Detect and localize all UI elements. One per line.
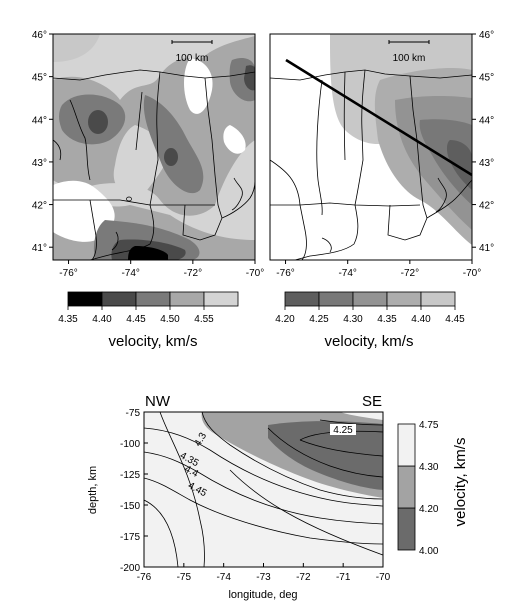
colorbar-swatch (101, 291, 137, 307)
y-axis-label: depth, km (87, 466, 99, 514)
colorbar-tick-label: 4.35 (58, 314, 78, 325)
x-tick-label: -72° (184, 268, 202, 279)
colorbar-tick-label: 4.55 (194, 314, 214, 325)
colorbar-tick-label: 4.35 (377, 314, 397, 325)
map-right: 100 km -76° -74° -72° -70° 46° 45° 44° 43° 42° 41… (269, 30, 494, 279)
scale-bar-left: 100 km (171, 40, 213, 64)
colorbar-tick-label: 4.30 (343, 314, 363, 325)
x-tick-label: -72° (401, 268, 419, 279)
colorbar-swatch (135, 291, 171, 307)
corner-label-nw: NW (145, 393, 171, 410)
colorbar-swatch (352, 291, 388, 307)
y-tick-label: -125 (120, 470, 140, 481)
scale-label-left: 100 km (176, 53, 209, 64)
colorbar-tick-label: 4.45 (445, 314, 465, 325)
y-tick-label: 43° (479, 158, 494, 169)
colorbar-swatch (397, 507, 416, 551)
colorbar-tick-label: 4.45 (126, 314, 146, 325)
y-tick-label: 41° (479, 243, 494, 254)
colorbar-swatch (67, 291, 103, 307)
cross-section-fill (144, 412, 383, 567)
map-left: 100 km -76° -74° -72° -70° 46° 45° 44° 43° 42° 41… (32, 30, 264, 279)
colorbar-cross-section: 4.75 4.30 4.20 4.00 (397, 420, 439, 557)
map-right-fill (270, 34, 472, 260)
colorbar-right-label: velocity, km/s (325, 333, 414, 350)
y-tick-label: 43° (32, 158, 47, 169)
x-tick-label: -70° (246, 268, 264, 279)
x-tick-label: -76 (137, 572, 152, 583)
contour-label: 4.25 (333, 425, 353, 436)
colorbar-swatch (397, 423, 416, 467)
x-tick-label: -71 (336, 572, 351, 583)
colorbar-tick-label: 4.25 (309, 314, 329, 325)
colorbar-right: 4.20 4.25 4.30 4.35 4.40 4.45 (275, 291, 465, 325)
colorbar-tick-label: 4.40 (92, 314, 112, 325)
y-tick-label: -200 (120, 563, 140, 574)
map-left-frame (52, 33, 256, 261)
colorbar-tick-label: 4.20 (419, 504, 439, 515)
scale-label-right: 100 km (393, 53, 426, 64)
map-left-axes: -76° -74° -72° -70° 46° 45° 44° 43° 42° 41° (32, 30, 264, 279)
colorbar-swatch (203, 291, 239, 307)
colorbar-cross-section-label: velocity, km/s (452, 438, 469, 527)
map-left-fill (53, 34, 255, 260)
colorbar-tick-label: 4.20 (275, 314, 295, 325)
x-axis-label: longitude, deg (228, 589, 297, 601)
y-tick-label: 42° (479, 201, 494, 212)
map-right-frame (269, 33, 473, 261)
colorbar-tick-label: 4.50 (160, 314, 180, 325)
x-tick-label: -74 (216, 572, 231, 583)
corner-label-se: SE (362, 393, 382, 410)
colorbar-tick-label: 4.40 (411, 314, 431, 325)
colorbar-swatch (386, 291, 422, 307)
x-tick-label: -74° (338, 268, 356, 279)
y-tick-label: -175 (120, 532, 140, 543)
colorbar-tick-label: 4.00 (419, 546, 439, 557)
map-right-axes: -76° -74° -72° -70° 46° 45° 44° 43° 42° 41° (276, 30, 494, 279)
x-tick-label: -74° (121, 268, 139, 279)
cross-section: NW SE 4.3 4.35 4. (87, 393, 469, 601)
y-tick-label: 44° (32, 115, 47, 126)
y-tick-label: 44° (479, 115, 494, 126)
y-tick-label: 41° (32, 243, 47, 254)
x-tick-label: -75 (177, 572, 192, 583)
colorbar-tick-label: 4.75 (419, 420, 439, 431)
colorbar-left: 4.35 4.40 4.45 4.50 4.55 (58, 291, 239, 325)
colorbar-swatch (420, 291, 456, 307)
x-tick-label: -70° (463, 268, 481, 279)
colorbar-swatch (284, 291, 320, 307)
y-tick-label: 42° (32, 201, 47, 212)
colorbar-swatch (169, 291, 205, 307)
y-tick-label: 46° (32, 30, 47, 41)
cross-section-axes: -76 -75 -74 -73 -72 -71 -70 -75 -100 -125 -150 -175… (120, 408, 391, 583)
x-tick-label: -73 (256, 572, 271, 583)
y-tick-label: -150 (120, 501, 140, 512)
x-tick-label: -72 (296, 572, 311, 583)
y-tick-label: 45° (32, 73, 47, 84)
x-tick-label: -76° (59, 268, 77, 279)
colorbar-swatch (318, 291, 354, 307)
x-tick-label: -76° (276, 268, 294, 279)
scale-bar-right: 100 km (388, 40, 430, 64)
x-tick-label: -70 (376, 572, 391, 583)
y-tick-label: -100 (120, 439, 140, 450)
profile-line (285, 58, 472, 177)
colorbar-left-label: velocity, km/s (109, 333, 198, 350)
y-tick-label: 46° (479, 30, 494, 41)
colorbar-swatch (397, 465, 416, 509)
y-tick-label: 45° (479, 73, 494, 84)
y-tick-label: -75 (126, 408, 141, 419)
colorbar-tick-label: 4.30 (419, 462, 439, 473)
